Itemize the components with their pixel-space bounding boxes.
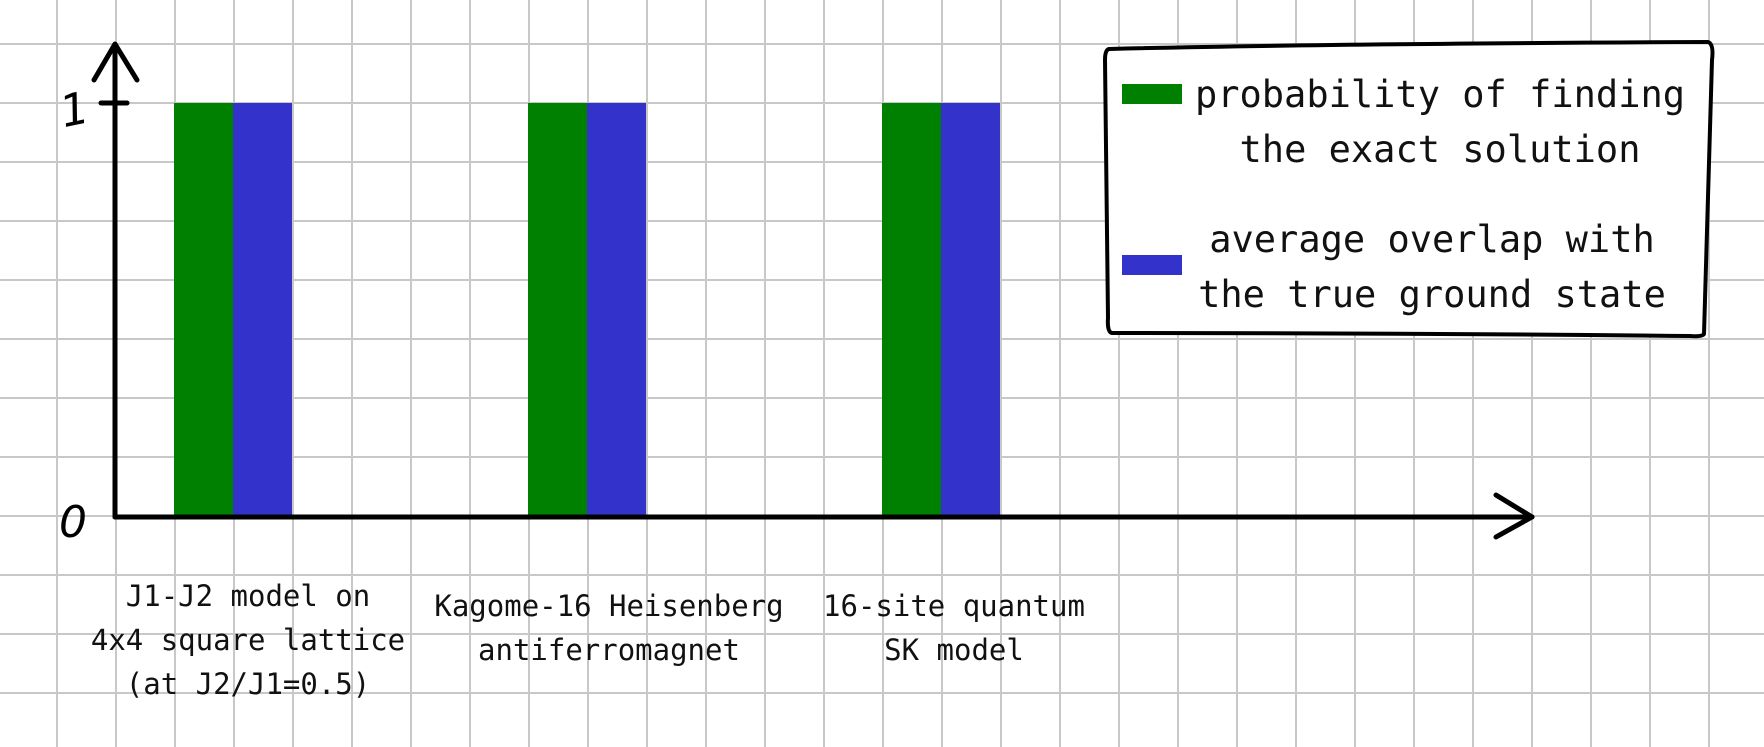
category-label-2: Kagome-16 Heisenberg antiferromagnet [434,589,783,667]
legend-label-line: the exact solution [1240,128,1641,171]
legend-label-line: probability of finding [1195,73,1685,116]
y-axis-arrowhead [91,41,140,83]
category-label-line: antiferromagnet [478,633,740,667]
axes [91,41,1535,540]
bar-series1-cat1 [174,103,234,517]
bars [174,103,1000,517]
category-label-line: 16-site quantum [823,589,1085,623]
category-label-line: 4x4 square lattice [91,623,405,657]
category-label-1: J1-J2 model on 4x4 square lattice (at J2/J… [91,579,405,701]
legend-swatch [1122,255,1182,275]
category-label-line: (at J2/J1=0.5) [126,667,370,701]
legend-item-1: probability of finding the exact solution [1122,73,1685,171]
legend-box [1103,40,1715,339]
y-tick-label: 1 [56,82,94,138]
legend-swatch [1122,84,1182,104]
bar-series2-cat2 [587,103,646,517]
legend-label-line: average overlap with [1209,218,1655,261]
x-category-labels: J1-J2 model on 4x4 square lattice (at J2/J… [91,579,1085,701]
x-axis-arrowhead [1493,492,1535,540]
y-tick-label: 0 [59,497,87,548]
bar-series1-cat2 [528,103,588,517]
category-label-line: Kagome-16 Heisenberg [434,589,783,623]
bar-series2-cat1 [233,103,292,517]
bar-series1-cat3 [882,103,942,517]
legend-item-2: average overlap with the true ground stat… [1122,218,1666,316]
category-label-line: J1-J2 model on [126,579,370,613]
legend-label-line: the true ground state [1198,273,1666,316]
category-label-3: 16-site quantum SK model [823,589,1085,667]
bar-series2-cat3 [941,103,1000,517]
legend: probability of finding the exact solution… [1103,40,1715,339]
y-tick-labels: 01 [56,82,94,548]
category-label-line: SK model [884,633,1024,667]
